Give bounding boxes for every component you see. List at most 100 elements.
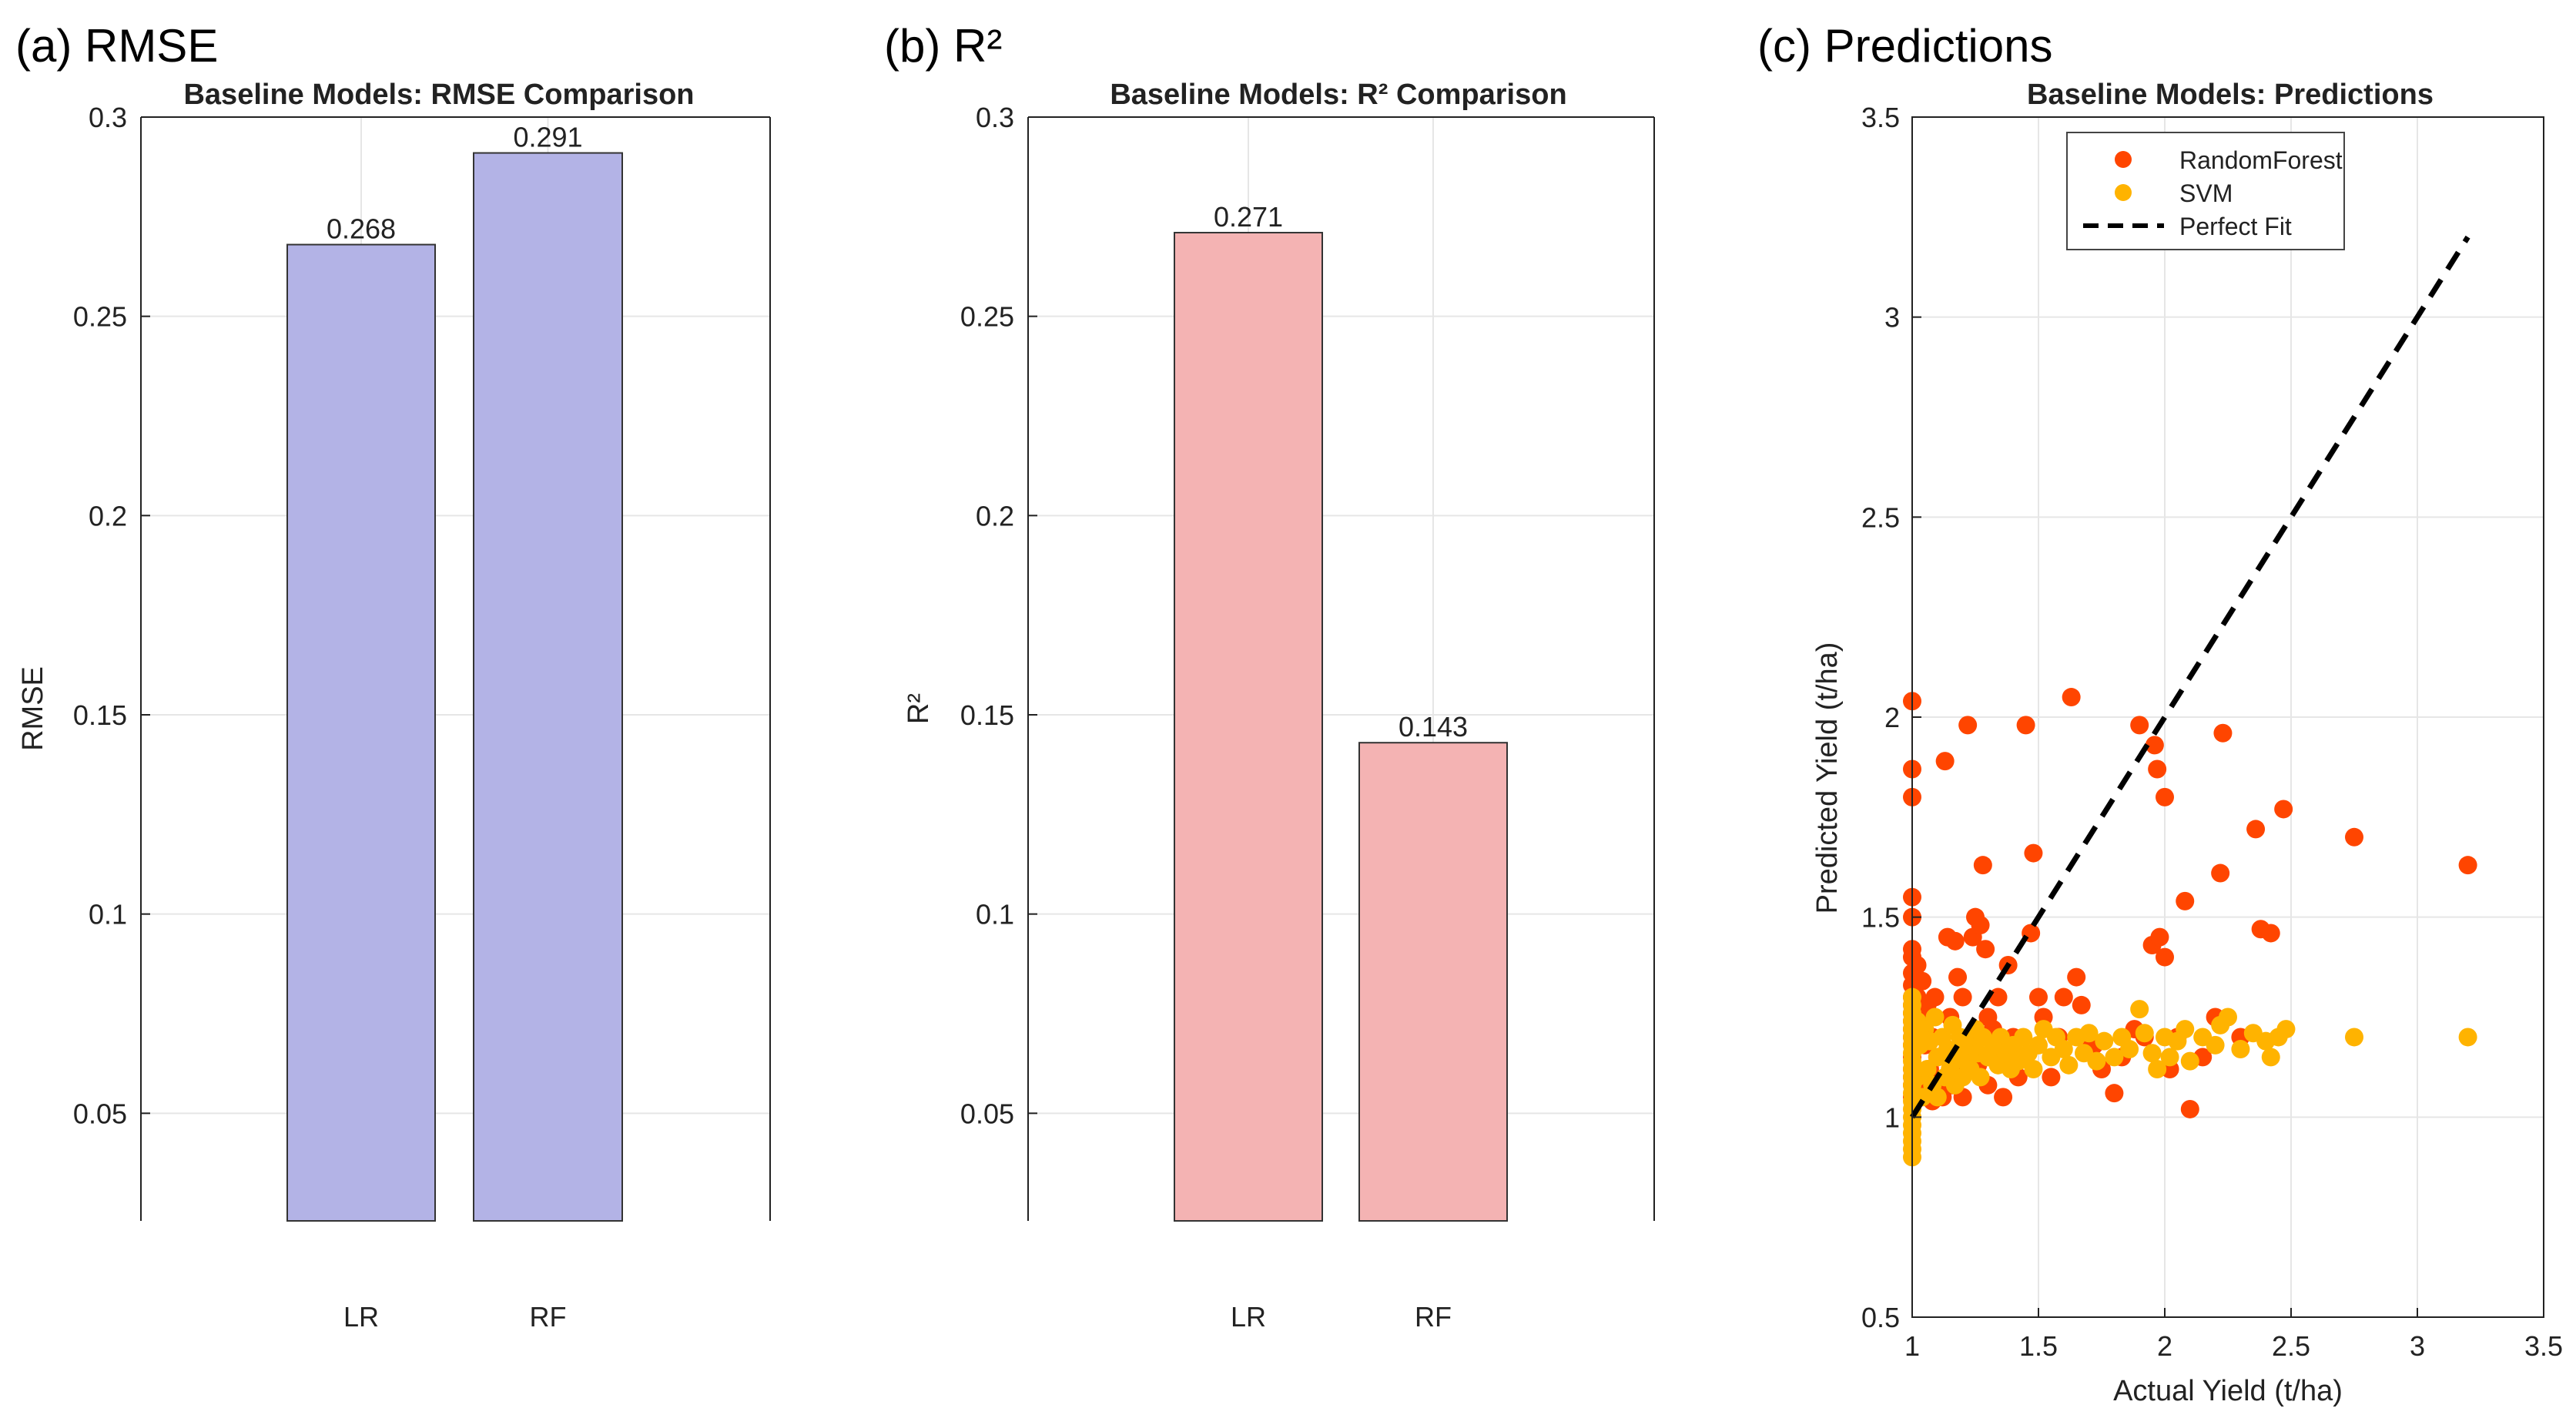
panel-c-point-svm xyxy=(2014,1028,2033,1047)
panel-b-ylabel: R² xyxy=(903,693,935,724)
legend-randomforest-marker xyxy=(2115,151,2132,168)
panel-b-bar-value-label: 0.143 xyxy=(1399,711,1468,743)
panel-b-xtick-label: LR xyxy=(1231,1301,1266,1333)
panel-c-point-randomforest xyxy=(2016,716,2035,735)
panel-c-xtick-label: 1.5 xyxy=(2019,1330,2058,1362)
panel-c-ytick-label: 3 xyxy=(1884,302,1900,334)
panel-c-point-svm xyxy=(2054,1040,2073,1059)
panel-c-point-randomforest xyxy=(2213,723,2233,743)
panel-c-point-svm xyxy=(2142,1044,2162,1063)
panel-c-point-randomforest xyxy=(2148,759,2167,779)
panel-b-ytick-label: 0.25 xyxy=(960,301,1014,333)
panel-a-bars: 0.268 0.291 xyxy=(286,122,623,1222)
panel-c-point-randomforest xyxy=(2145,736,2164,755)
panel-c-point-svm xyxy=(2059,1055,2079,1075)
panel-c-point-svm xyxy=(2180,1051,2199,1071)
panel-c-point-svm xyxy=(2176,1020,2195,1039)
panel-c-xtick-label: 2 xyxy=(2157,1330,2172,1362)
panel-b-axes: 0.05 0.1 0.15 0.2 0.25 0.3 LR RF xyxy=(960,102,1655,1333)
panel-c-xtick-label: 2.5 xyxy=(2272,1330,2310,1362)
panel-c-point-randomforest xyxy=(2042,1068,2061,1087)
panel-a-bar-value-label: 0.291 xyxy=(513,122,582,153)
panel-c-grid xyxy=(1911,116,2544,1318)
panel-c-point-randomforest xyxy=(1935,752,1955,771)
panel-c-point-randomforest xyxy=(1913,971,1932,991)
panel-a-axes: 0.05 0.1 0.15 0.2 0.25 0.3 LR RF xyxy=(73,102,771,1333)
panel-c-point-randomforest xyxy=(1971,916,1990,935)
panel-c-point-randomforest xyxy=(1953,987,1972,1007)
panel-b-bar-lr xyxy=(1174,232,1323,1222)
panel-c-point-randomforest xyxy=(1976,940,1995,959)
panel-a-ytick-label: 0.3 xyxy=(89,102,127,133)
panel-a-xtick-label: LR xyxy=(343,1301,379,1333)
panel-c-point-randomforest xyxy=(2211,863,2230,883)
legend-randomforest-label: RandomForest xyxy=(2179,146,2343,174)
panel-c-axes: 0.511.522.533.51 1.5 2 2.5 3 3.5 xyxy=(1861,102,2563,1362)
panel-b-ytick-label: 0.3 xyxy=(976,102,1014,133)
legend-svm-label: SVM xyxy=(2179,179,2233,207)
panel-c-ytick-label: 1 xyxy=(1884,1101,1900,1133)
panel-a-label: (a) RMSE xyxy=(15,20,218,72)
panel-c-point-randomforest xyxy=(2024,843,2043,863)
panel-c-point-svm xyxy=(2029,1035,2048,1054)
panel-c-point-randomforest xyxy=(1945,931,1965,951)
panel-b-grid xyxy=(1028,116,1654,1221)
legend-box xyxy=(2066,132,2345,250)
panel-b-title: Baseline Models: R² Comparison xyxy=(1110,79,1566,111)
panel-c-point-svm xyxy=(2087,1051,2106,1071)
panel-c: (c) Predictions Baseline Models: Predict… xyxy=(1757,20,2563,1407)
panel-c-point-randomforest xyxy=(2274,800,2293,819)
panel-c-xtick-label: 3.5 xyxy=(2524,1330,2563,1362)
panel-b: (b) R² Baseline Models: R² Comparison R²… xyxy=(884,20,1655,1333)
panel-c-point-svm xyxy=(1928,1088,1947,1107)
legend-svm-marker xyxy=(2115,184,2132,201)
panel-c-point-randomforest xyxy=(2156,787,2174,806)
panel-c-point-randomforest xyxy=(2345,827,2363,847)
panel-c-point-svm xyxy=(2095,1031,2114,1051)
panel-c-ylabel: Predicted Yield (t/ha) xyxy=(1811,642,1844,914)
panel-c-point-randomforest xyxy=(2156,947,2174,967)
panel-c-perfect-fit-line xyxy=(1910,235,2470,1119)
panel-b-bar-value-label: 0.271 xyxy=(1214,201,1283,233)
panel-c-point-randomforest xyxy=(1973,856,1992,875)
panel-c-xlabel: Actual Yield (t/ha) xyxy=(2113,1375,2343,1407)
panel-c-point-randomforest xyxy=(2246,820,2266,839)
panel-c-xtick-label: 3 xyxy=(2410,1330,2425,1362)
panel-c-ytick-label: 2 xyxy=(1884,702,1900,733)
panel-c-point-svm xyxy=(2120,1040,2139,1059)
panel-c-point-randomforest xyxy=(2029,987,2048,1007)
panel-c-ytick-label: 2.5 xyxy=(1861,501,1900,533)
panel-c-label: (c) Predictions xyxy=(1757,20,2052,72)
panel-a-ytick-label: 0.1 xyxy=(89,899,127,930)
panel-c-point-svm xyxy=(2345,1028,2363,1047)
panel-c-point-randomforest xyxy=(2105,1084,2124,1103)
panel-a-bar-value-label: 0.268 xyxy=(327,213,396,245)
panel-c-point-randomforest xyxy=(2458,856,2477,875)
panel-c-point-svm xyxy=(2079,1024,2099,1043)
panel-c-point-svm xyxy=(2135,1024,2154,1043)
panel-c-point-svm xyxy=(1971,1068,1990,1087)
panel-c-point-randomforest xyxy=(2054,987,2073,1007)
legend-perfect-fit-label: Perfect Fit xyxy=(2179,213,2292,240)
panel-c-point-randomforest xyxy=(2130,716,2149,735)
panel-c-point-randomforest xyxy=(1958,716,1978,735)
panel-c-point-svm xyxy=(2130,1000,2149,1019)
panel-c-point-svm xyxy=(2206,1035,2225,1054)
panel-c-ytick-label: 1.5 xyxy=(1861,902,1900,934)
panel-c-point-svm xyxy=(1925,1008,1945,1027)
panel-c-point-svm xyxy=(2160,1048,2179,1067)
panel-a-grid xyxy=(141,116,770,1221)
panel-a-bar-rf xyxy=(473,152,623,1222)
panel-c-point-randomforest xyxy=(2261,924,2280,943)
panel-a-bar-lr xyxy=(286,243,436,1222)
panel-c-axes-box xyxy=(1911,116,2544,1318)
panel-c-legend: RandomForest SVM Perfect Fit xyxy=(2066,132,2345,250)
panel-b-ytick-label: 0.2 xyxy=(976,500,1014,531)
panel-b-bar-rf xyxy=(1358,742,1508,1222)
panel-a-xtick-label: RF xyxy=(530,1301,567,1333)
panel-c-point-randomforest xyxy=(2180,1099,2199,1118)
panel-c-point-svm xyxy=(2276,1020,2296,1039)
panel-c-ytick-label: 3.5 xyxy=(1861,102,1900,133)
